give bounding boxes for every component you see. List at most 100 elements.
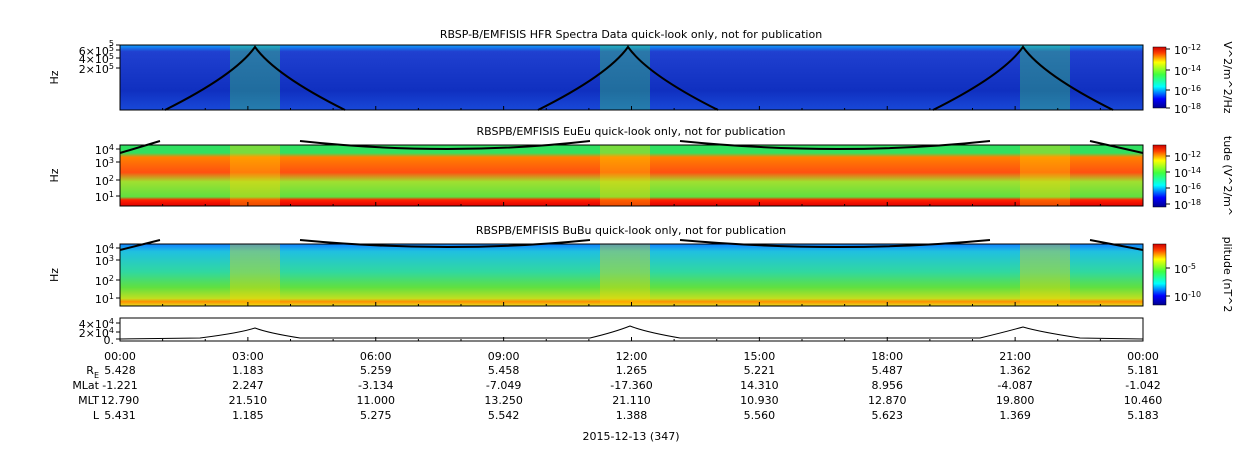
ephemeris-value: -7.049 <box>486 379 521 392</box>
ephemeris-value: -3.134 <box>358 379 393 392</box>
x-tick-label: 00:00 <box>104 350 136 363</box>
ephemeris-value: 8.956 <box>872 379 904 392</box>
spectrogram-feature <box>1020 244 1070 306</box>
y-tick-label: 101 <box>95 190 114 205</box>
x-tick-label: 15:00 <box>744 350 776 363</box>
ephemeris-value: 1.185 <box>232 409 264 422</box>
spectrogram-feature <box>1020 145 1070 206</box>
spectrogram-feature <box>230 244 280 306</box>
y-tick-label: 104 <box>95 143 114 158</box>
y-tick-label: 103 <box>95 156 114 171</box>
ephemeris-value: 21.510 <box>229 394 268 407</box>
y-axis-label: Hz <box>48 268 61 282</box>
ephemeris-value: 5.183 <box>1127 409 1159 422</box>
x-tick-label: 09:00 <box>488 350 520 363</box>
x-tick-label: 12:00 <box>616 350 648 363</box>
y-tick-label: 104 <box>95 242 114 257</box>
ephemeris-value: 12.870 <box>868 394 907 407</box>
plasma-frequency-curve <box>119 140 1144 154</box>
ephemeris-value: 5.221 <box>744 364 776 377</box>
spectrogram <box>120 145 1143 206</box>
ephemeris-value: 1.369 <box>999 409 1031 422</box>
ephemeris-value: 12.790 <box>101 394 140 407</box>
ephemeris-value: 1.362 <box>999 364 1031 377</box>
ephemeris-value: 21.110 <box>612 394 651 407</box>
colorbar-tick-label: 10-18 <box>1174 102 1201 117</box>
plasma-frequency-curve <box>119 239 1144 251</box>
ephemeris-value: 5.275 <box>360 409 392 422</box>
y-tick-label: 6×105 <box>79 44 114 59</box>
y-tick-label: 4×104 <box>79 317 114 332</box>
plasma-frequency-curve <box>164 45 1114 111</box>
spectrogram-feature <box>600 145 650 206</box>
ephemeris-value: 10.460 <box>1124 394 1163 407</box>
orbit-line <box>119 325 1144 340</box>
colorbar-tick-label: 10-5 <box>1174 262 1196 277</box>
ephemeris-value: 2.247 <box>232 379 264 392</box>
colorbar <box>1152 243 1167 306</box>
ephemeris-value: 1.183 <box>232 364 264 377</box>
colorbar <box>1152 46 1167 109</box>
ephemeris-value: 5.623 <box>872 409 904 422</box>
colorbar-tick-label: 10-16 <box>1174 84 1201 99</box>
ephemeris-value: -17.360 <box>610 379 652 392</box>
colorbar-label: tude (V^2/m^ <box>1221 136 1234 216</box>
colorbar-tick-label: 10-12 <box>1174 150 1201 165</box>
ephemeris-value: 5.560 <box>744 409 776 422</box>
ephemeris-value: 1.388 <box>616 409 648 422</box>
y-tick-label: 103 <box>95 254 114 269</box>
colorbar-tick-label: 10-14 <box>1174 64 1201 79</box>
spectrogram-feature <box>230 45 280 110</box>
ephemeris-label: MLT <box>78 394 99 407</box>
y-tick-label: 4×105 <box>79 52 114 67</box>
ephemeris-value: 13.250 <box>484 394 523 407</box>
ephemeris-label: L <box>93 409 100 422</box>
spectrogram-feature <box>600 45 650 110</box>
ephemeris-label: RE <box>86 364 99 380</box>
x-tick-label: 18:00 <box>871 350 903 363</box>
spectrogram <box>120 45 1143 110</box>
ephemeris-value: 5.181 <box>1127 364 1159 377</box>
y-tick-label: 102 <box>95 274 114 289</box>
y-tick-label: 102 <box>95 174 114 189</box>
ephemeris-value: 5.458 <box>488 364 520 377</box>
x-tick-label: 00:00 <box>1127 350 1159 363</box>
colorbar-label: plitude (nT^2 <box>1221 237 1234 313</box>
y-axis-label: Hz <box>48 70 61 84</box>
date-label: 2015-12-13 (347) <box>582 430 679 443</box>
ephemeris-value: -1.221 <box>102 379 137 392</box>
colorbar-tick-label: 10-16 <box>1174 182 1201 197</box>
ephemeris-value: 11.000 <box>357 394 396 407</box>
ephemeris-value: 10.930 <box>740 394 779 407</box>
x-tick-label: 06:00 <box>360 350 392 363</box>
ephemeris-value: 5.431 <box>104 409 136 422</box>
ephemeris-value: 5.542 <box>488 409 520 422</box>
ephemeris-value: -4.087 <box>997 379 1032 392</box>
ephemeris-value: 19.800 <box>996 394 1035 407</box>
spectrogram-feature <box>230 145 280 206</box>
ephemeris-value: 5.428 <box>104 364 136 377</box>
y-tick-label: 101 <box>95 292 114 307</box>
colorbar-tick-label: 10-10 <box>1174 290 1201 305</box>
panel-title: RBSPB/EMFISIS BuBu quick-look only, not … <box>476 224 786 237</box>
ephemeris-value: -1.042 <box>1125 379 1160 392</box>
colorbar-label: V^2/m^2/Hz <box>1221 41 1234 113</box>
x-tick-label: 21:00 <box>999 350 1031 363</box>
ephemeris-label: MLat <box>72 379 99 392</box>
y-tick-label: 2×105 <box>79 62 114 77</box>
colorbar-tick-label: 10-14 <box>1174 166 1201 181</box>
y-tick-label: 2×104 <box>79 326 114 341</box>
y-axis-label: Hz <box>48 168 61 182</box>
ephemeris-value: 1.265 <box>616 364 648 377</box>
spectrogram-feature <box>600 244 650 306</box>
colorbar <box>1152 144 1167 208</box>
panel-title: RBSPB/EMFISIS EuEu quick-look only, not … <box>476 125 785 138</box>
ephemeris-value: 5.259 <box>360 364 392 377</box>
y-tick-label: 0. <box>104 334 115 347</box>
spectrogram-feature <box>1020 45 1070 110</box>
spectrogram <box>120 244 1143 306</box>
ephemeris-value: 14.310 <box>740 379 779 392</box>
colorbar-tick-label: 10-12 <box>1174 43 1201 58</box>
colorbar-tick-label: 10-18 <box>1174 198 1201 213</box>
